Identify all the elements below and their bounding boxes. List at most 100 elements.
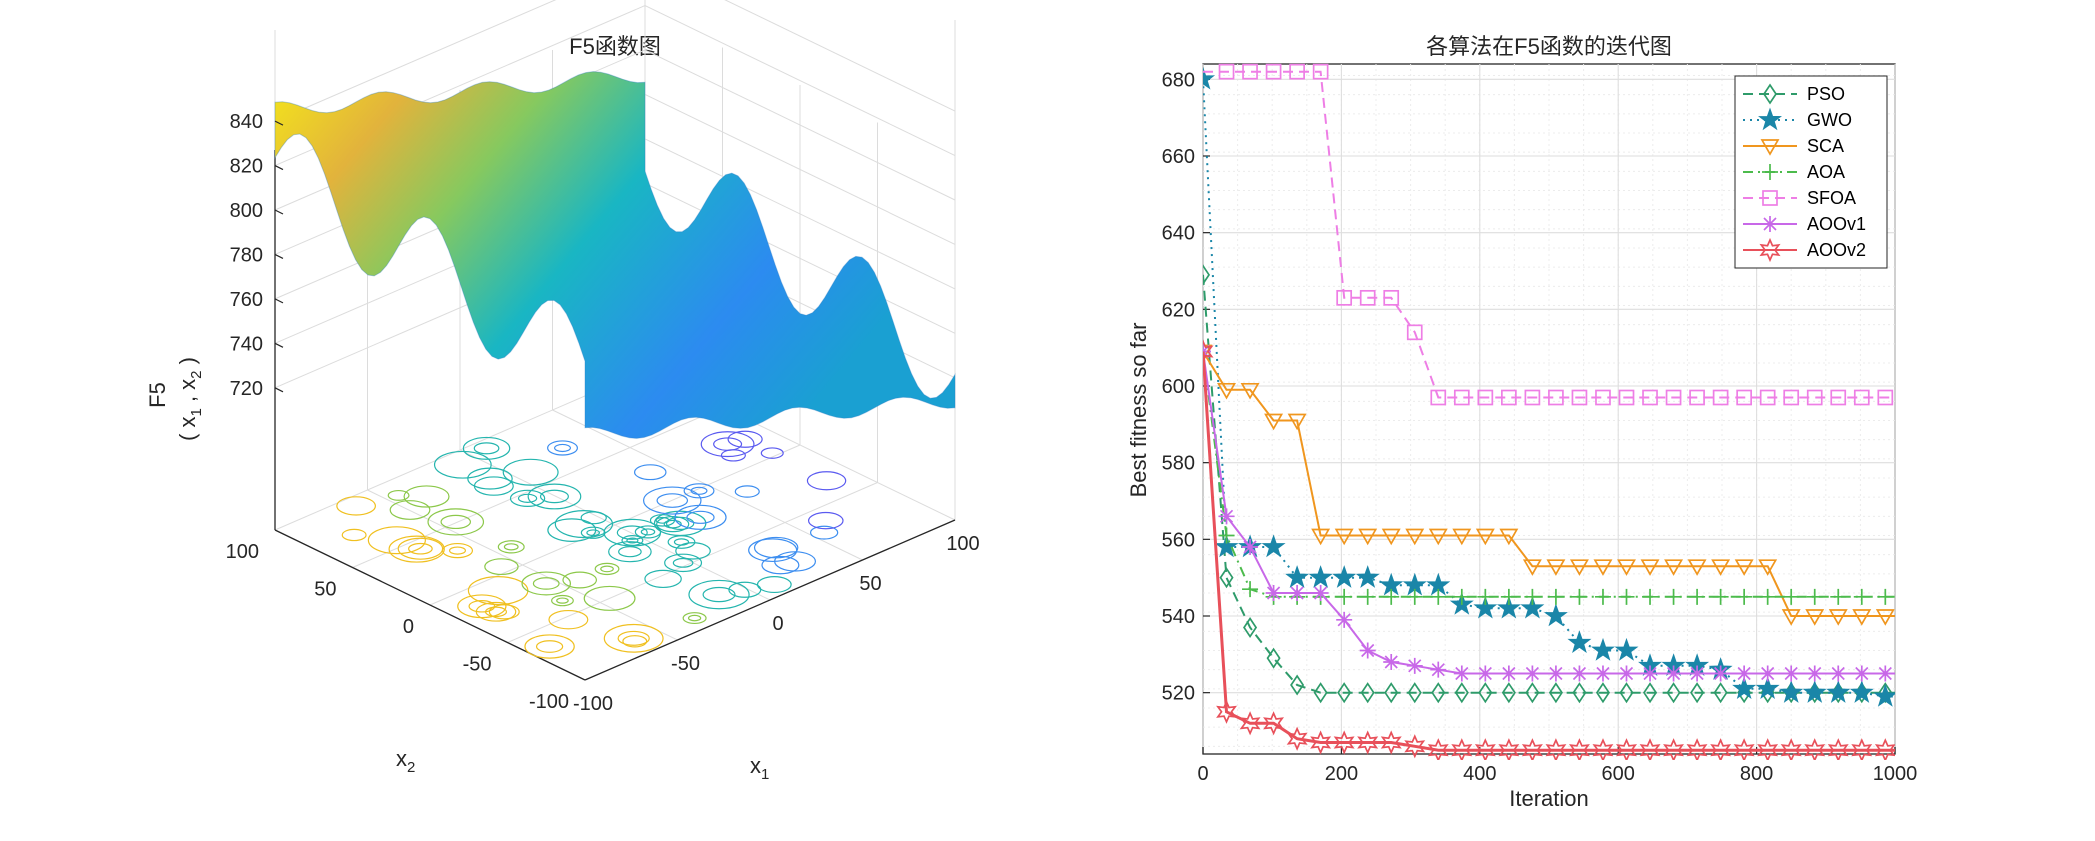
contour-ring: [655, 516, 670, 524]
series-marker: [1477, 665, 1494, 682]
series-marker: [1569, 559, 1589, 576]
contour-ring: [667, 535, 696, 549]
series-marker: [1618, 665, 1635, 682]
series-marker: [1500, 665, 1517, 682]
y-tick-label: 680: [1162, 69, 1195, 91]
series-marker: [1311, 528, 1331, 546]
contour-ring: [622, 635, 648, 648]
series-marker: [1265, 585, 1282, 601]
series-marker: [1290, 674, 1305, 696]
contour-ring: [535, 640, 564, 653]
x-tick-label: 800: [1740, 763, 1773, 785]
contour-ring: [720, 449, 746, 462]
contour-ring: [336, 496, 377, 516]
series-marker: [1525, 682, 1540, 704]
contour-ring: [616, 525, 648, 540]
series-marker: [1878, 682, 1893, 704]
series-marker: [1359, 588, 1376, 605]
series-line: [1203, 70, 1895, 399]
series-marker: [1240, 382, 1260, 400]
contour-ring: [488, 604, 520, 620]
contour-ring: [608, 541, 652, 563]
contour-ring: [502, 458, 559, 486]
series-marker: [1546, 559, 1566, 576]
x1-axis-line: [584, 519, 956, 681]
series-marker: [1874, 738, 1895, 760]
series-marker: [1355, 565, 1380, 588]
series-marker: [1830, 665, 1847, 682]
contour-ring: [341, 528, 367, 542]
z-tick-mark: [274, 120, 284, 126]
contour-ring: [690, 486, 708, 495]
series-marker: [1218, 527, 1235, 544]
series-pso: [1203, 264, 1895, 704]
y-tick-label: 540: [1162, 606, 1195, 628]
contour-ring: [634, 525, 662, 539]
series-marker: [1242, 63, 1258, 80]
series-lines: [1203, 63, 1895, 760]
contour-ring: [644, 569, 682, 589]
series-marker: [1453, 665, 1470, 682]
x-tick-label: 1000: [1873, 763, 1918, 785]
z-tick-mark: [274, 209, 284, 215]
series-marker: [1594, 588, 1611, 605]
z-tick-labels: 720 740 760 780 800 820 840: [230, 111, 284, 400]
x-tick-label: 400: [1463, 763, 1496, 785]
series-marker: [1571, 665, 1588, 682]
series-marker: [1336, 611, 1353, 628]
contour-ring: [551, 594, 574, 607]
series-marker: [1501, 682, 1516, 704]
series-marker: [1732, 676, 1757, 700]
series-marker: [1264, 413, 1284, 431]
series-marker: [1779, 680, 1804, 703]
legend-label: AOOv2: [1807, 240, 1866, 260]
series-marker: [1875, 609, 1895, 626]
contour-ring: [809, 525, 839, 540]
contour-ring: [387, 489, 410, 501]
contour-ring: [713, 437, 743, 451]
series-marker: [1524, 665, 1541, 682]
legend: PSO GWO SCA AOA SFOA AOOv1 AOOv2: [1734, 75, 1888, 269]
contour-ring: [433, 450, 492, 479]
series-marker: [1571, 588, 1588, 605]
x2-axis-label: x2: [396, 746, 415, 776]
surface-title: F5函数图: [569, 34, 661, 59]
series-marker: [1873, 683, 1895, 707]
contour-ring: [547, 518, 597, 542]
legend-item: SFOA: [1743, 188, 1856, 208]
series-marker: [1849, 680, 1874, 703]
y-tick-label: 600: [1162, 376, 1195, 398]
grid-lines: [1202, 64, 1896, 754]
contour-ring: [403, 485, 450, 508]
contour-ring: [807, 511, 844, 530]
z-tick-mark: [274, 253, 284, 259]
series-marker: [1826, 680, 1851, 703]
series-marker: [1285, 565, 1310, 588]
contour-ring: [594, 562, 620, 576]
series-marker: [1619, 682, 1634, 704]
series-marker: [1337, 682, 1352, 704]
contour-ring: [440, 514, 472, 530]
series-marker: [1642, 665, 1659, 682]
contour-ring: [656, 515, 690, 533]
series-marker: [1310, 730, 1332, 755]
series-marker: [1543, 603, 1568, 627]
series-marker: [1336, 588, 1353, 605]
legend-marker: [1762, 164, 1778, 180]
x-tick-label: 200: [1325, 763, 1358, 785]
series-marker: [1404, 734, 1426, 759]
series-marker: [1406, 657, 1423, 674]
z-axis-label: F5 ( x1 , x2 ): [145, 357, 205, 441]
z-tick-mark: [274, 342, 284, 348]
legend-item: PSO: [1743, 83, 1845, 105]
series-marker: [1203, 66, 1215, 90]
z-axis-label-name: F5: [145, 382, 170, 408]
series-marker: [1359, 289, 1376, 306]
series-marker: [1614, 637, 1639, 661]
series-marker: [1217, 382, 1236, 400]
z-tick-mark: [274, 165, 284, 171]
contour-ring: [547, 440, 578, 456]
x1-axis-label: x1: [750, 753, 769, 783]
legend-label: AOOv1: [1807, 214, 1866, 234]
